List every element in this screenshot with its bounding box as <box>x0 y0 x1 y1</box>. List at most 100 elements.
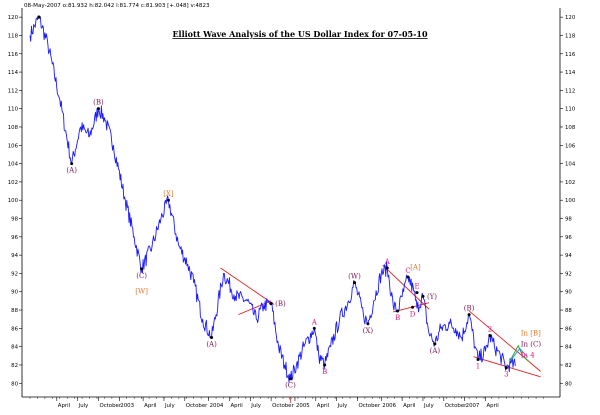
wave-label: (C) <box>136 272 147 280</box>
y-tick-label-right: 104 <box>565 162 576 168</box>
wave-label: A <box>311 318 318 326</box>
pivot-dot <box>415 291 419 295</box>
y-tick-label-left: 100 <box>8 198 19 204</box>
y-tick-label-left: 94 <box>11 253 18 259</box>
wave-label: 2 <box>488 326 492 334</box>
x-tick-label: April <box>58 403 70 409</box>
x-tick-label: October <box>358 403 380 409</box>
wave-label: In 4 <box>521 351 535 359</box>
y-tick-label-left: 108 <box>8 125 19 131</box>
y-tick-label-left: 104 <box>8 162 19 168</box>
y-tick-label-left: 90 <box>11 290 18 296</box>
x-tick-label: July <box>78 403 90 409</box>
x-tick-label: 2003 <box>120 403 134 409</box>
wave-label: 1 <box>476 362 480 370</box>
x-tick-label: 2006 <box>382 403 396 409</box>
pivot-dot <box>210 336 214 340</box>
pivot-dot <box>312 326 316 330</box>
price-line <box>29 15 516 383</box>
pivot-dot <box>269 302 273 306</box>
y-tick-label-right: 80 <box>565 381 572 387</box>
x-tick-label: 2007 <box>466 403 480 409</box>
x-tick-label: July <box>337 403 349 409</box>
y-tick-label-left: 92 <box>11 271 18 277</box>
y-tick-label-right: 102 <box>565 180 575 186</box>
y-tick-label-right: 82 <box>565 363 572 369</box>
wave-label: In [B] <box>521 329 541 337</box>
y-tick-label-left: 112 <box>8 88 18 94</box>
pivot-dot <box>166 198 170 202</box>
x-tick-label: October <box>186 403 208 409</box>
wave-labels: (A) (B) [X] (C) [W] (A) (B) (C) Y A B (W) (X) A B C [A] D… <box>37 15 542 404</box>
x-tick-label: 2005 <box>296 403 310 409</box>
pivot-dot <box>396 309 400 313</box>
projection-wave <box>508 344 529 363</box>
y-tick-label-left: 114 <box>8 70 19 76</box>
y-tick-label-right: 120 <box>565 15 576 21</box>
wave-label: B <box>322 368 327 376</box>
wave-label: In (C) <box>521 340 542 348</box>
y-tick-label-left: 110 <box>8 107 19 113</box>
wave-label: (C) <box>285 382 296 390</box>
y-tick-label-right: 94 <box>565 253 572 259</box>
y-tick-label-right: 106 <box>565 143 576 149</box>
y-tick-label-left: 86 <box>11 326 18 332</box>
x-tick-label: April <box>144 403 156 409</box>
pivot-dot <box>411 305 415 309</box>
pivot-dot <box>433 342 437 346</box>
y-tick-label-left: 84 <box>11 345 18 351</box>
projection-wave <box>510 347 528 361</box>
right-y-ticks: 80 82 84 86 88 90 92 94 96 98 100 102 104 106 108 110 11… <box>560 15 576 387</box>
y-tick-label-left: 116 <box>8 52 19 58</box>
x-tick-label: April <box>486 403 498 409</box>
x-tick-label: October <box>272 403 294 409</box>
y-tick-label-right: 112 <box>565 88 575 94</box>
y-tick-label-right: 96 <box>565 235 572 241</box>
wave-label: (X) <box>363 327 374 335</box>
x-tick-label: 2004 <box>210 403 224 409</box>
x-tick-label: July <box>164 403 176 409</box>
pivot-dot <box>385 266 389 270</box>
y-tick-label-right: 92 <box>565 271 572 277</box>
wave-label: (A) <box>206 341 217 349</box>
pivot-dot <box>488 334 492 338</box>
y-tick-label-left: 106 <box>8 143 19 149</box>
y-tick-label-left: 120 <box>8 15 19 21</box>
pivot-dot <box>96 107 100 111</box>
y-tick-label-right: 98 <box>565 217 572 223</box>
y-tick-label-right: 114 <box>565 70 576 76</box>
pivot-dot <box>421 294 425 298</box>
wave-label: E <box>414 283 419 291</box>
x-tick-label: October <box>445 403 467 409</box>
y-tick-label-right: 100 <box>565 198 576 204</box>
y-tick-label-left: 82 <box>11 363 18 369</box>
wave-label: (A) <box>66 167 77 175</box>
pivot-dot <box>37 15 41 19</box>
wave-label: Y <box>287 396 293 404</box>
trendline <box>220 267 275 305</box>
pivot-dot <box>288 377 292 381</box>
pivot-dot <box>504 366 508 370</box>
y-tick-label-right: 110 <box>565 107 576 113</box>
y-tick-label-left: 98 <box>11 217 18 223</box>
wave-label: [X] <box>163 190 174 198</box>
wave-label: (B) <box>464 305 475 313</box>
wave-label: (B) <box>93 99 104 107</box>
y-tick-label-left: 118 <box>8 33 19 39</box>
y-tick-label-right: 86 <box>565 326 572 332</box>
pivot-dot <box>467 313 471 317</box>
pivot-dot <box>70 162 74 166</box>
pivot-dot <box>366 322 370 326</box>
wave-label: D <box>410 310 416 318</box>
wave-label: (W) <box>348 273 361 281</box>
pivot-dot <box>406 275 410 279</box>
pivot-dot <box>476 357 480 361</box>
pivot-dot <box>140 267 144 271</box>
y-tick-label-left: 96 <box>11 235 18 241</box>
wave-label: [A] <box>410 263 421 271</box>
x-tick-label: April <box>403 403 415 409</box>
wave-label: [W] <box>135 288 148 296</box>
